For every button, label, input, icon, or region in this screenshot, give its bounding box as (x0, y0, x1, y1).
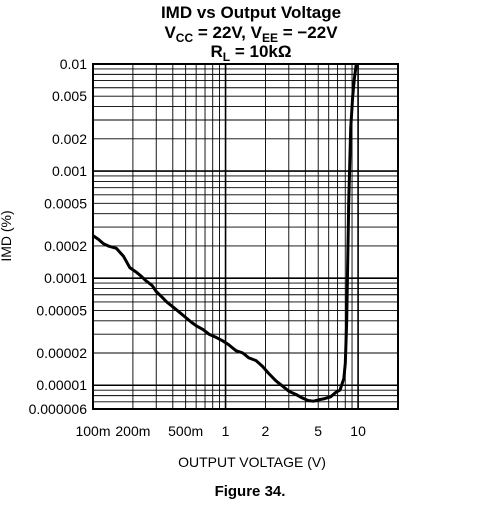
x-tick-label: 10 (350, 423, 366, 439)
y-tick-label: 0.005 (52, 88, 87, 104)
x-tick-label: 200m (115, 423, 150, 439)
title-text: V (164, 23, 176, 42)
x-tick-labels: 100m 200m 500m 1 2 5 10 (75, 423, 366, 439)
y-tick-label: 0.002 (52, 131, 87, 147)
y-tick-label: 0.00005 (36, 302, 87, 318)
y-tick-label: 0.000006 (29, 401, 88, 417)
y-tick-label: 0.001 (52, 163, 87, 179)
x-tick-label: 5 (314, 423, 322, 439)
y-tick-label: 0.0001 (44, 270, 87, 286)
x-axis-label: OUTPUT VOLTAGE (V) (178, 454, 326, 470)
series-line (92, 63, 358, 403)
title-text: = −22V (278, 23, 338, 42)
x-tick-label: 1 (222, 423, 230, 439)
x-tick-label: 500m (168, 423, 203, 439)
title-line-3: RL = 10kΩ (211, 42, 292, 64)
plot-frame (92, 63, 399, 410)
y-tick-label: 0.00001 (36, 377, 87, 393)
title-text: R (211, 42, 223, 61)
figure-label: Figure 34. (215, 483, 286, 500)
title-line-1: IMD vs Output Voltage (161, 3, 341, 22)
title-subscript: EE (262, 31, 278, 45)
title-subscript: CC (176, 31, 194, 45)
y-tick-label: 0.00002 (36, 345, 87, 361)
series-group (92, 63, 358, 403)
title-text: = 22V, V (193, 23, 263, 42)
x-tick-label: 2 (262, 423, 270, 439)
title-subscript: L (223, 50, 230, 64)
y-tick-label: 0.01 (60, 56, 87, 72)
title-text: IMD vs Output Voltage (161, 3, 341, 22)
title-line-2: VCC = 22V, VEE = −22V (164, 23, 338, 45)
y-tick-label: 0.0002 (44, 238, 87, 254)
x-tick-label: 100m (75, 423, 110, 439)
y-tick-labels: 0.01 0.005 0.002 0.001 0.0005 0.0002 0.0001 0.0… (29, 56, 88, 417)
y-axis-label: IMD (%) (0, 210, 14, 261)
title-text: = 10kΩ (230, 42, 291, 61)
y-tick-label: 0.0005 (44, 195, 87, 211)
